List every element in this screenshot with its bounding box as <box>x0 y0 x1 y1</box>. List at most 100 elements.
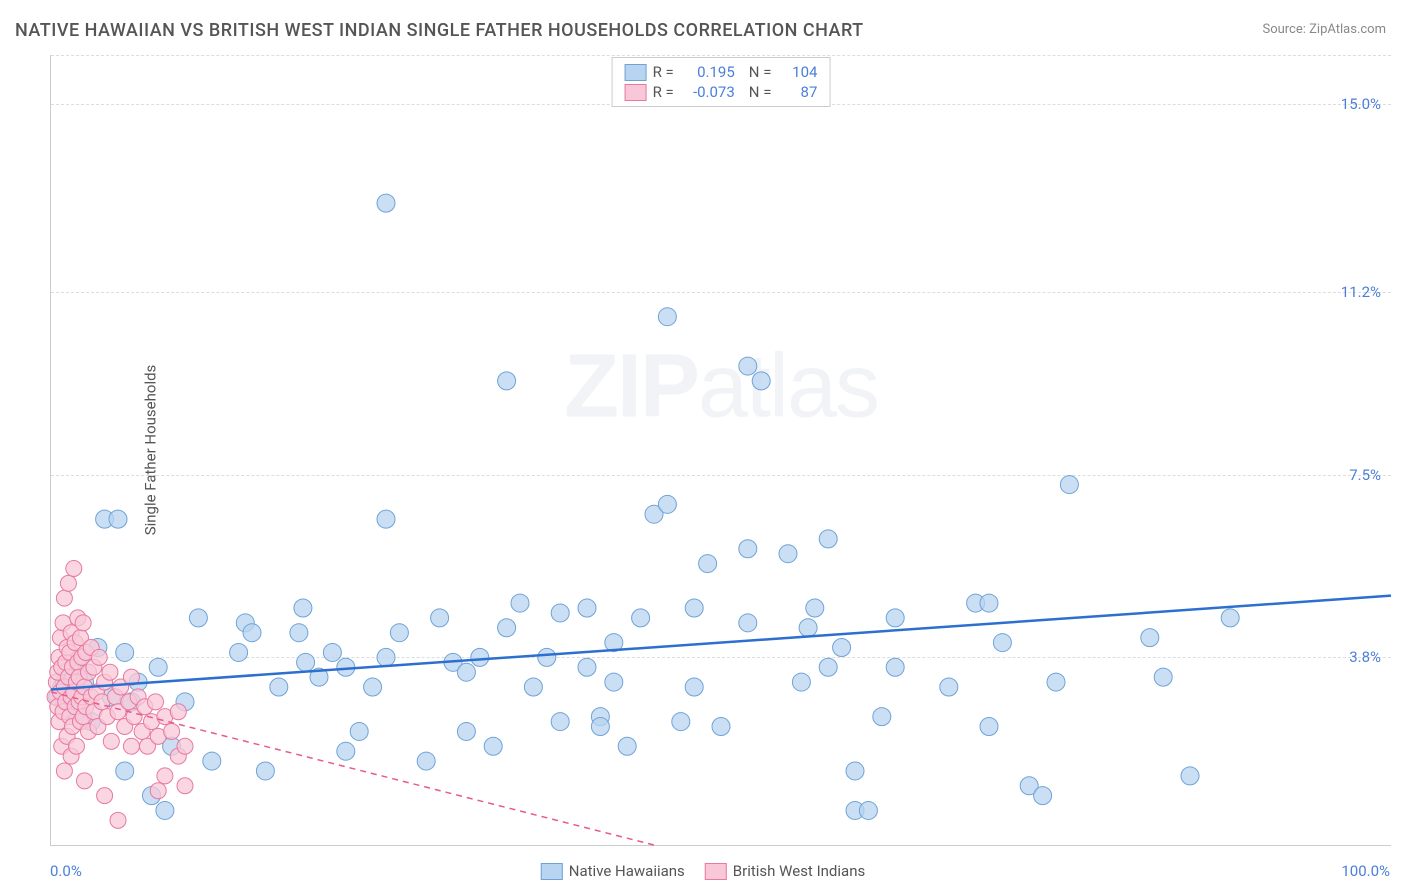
data-point <box>471 648 489 666</box>
stats-r-value: -0.073 <box>680 83 735 101</box>
stats-legend-row: R = -0.073 N = 87 <box>625 82 818 102</box>
data-point <box>739 614 757 632</box>
data-point <box>417 752 435 770</box>
legend-swatch <box>625 84 647 101</box>
data-point <box>164 723 180 739</box>
chart-title: NATIVE HAWAIIAN VS BRITISH WEST INDIAN S… <box>15 20 864 41</box>
data-point <box>102 664 118 680</box>
data-point <box>1221 609 1239 627</box>
data-point <box>672 713 690 731</box>
data-point <box>591 718 609 736</box>
data-point <box>109 510 127 528</box>
data-point <box>940 678 958 696</box>
stats-r-label: R = <box>653 83 674 101</box>
stats-n-value: 104 <box>777 63 817 81</box>
data-point <box>189 609 207 627</box>
data-point <box>377 648 395 666</box>
data-point <box>97 788 113 804</box>
data-point <box>605 673 623 691</box>
data-point <box>91 649 107 665</box>
data-point <box>873 708 891 726</box>
legend-swatch <box>625 64 647 81</box>
data-point <box>110 812 126 828</box>
data-point <box>170 704 186 720</box>
data-point <box>294 599 312 617</box>
data-point <box>712 718 730 736</box>
data-point <box>457 663 475 681</box>
data-point <box>68 738 84 754</box>
data-point <box>551 713 569 731</box>
data-point <box>578 658 596 676</box>
data-point <box>377 510 395 528</box>
data-point <box>457 722 475 740</box>
legend-label: British West Indians <box>733 862 865 880</box>
legend-item: Native Hawaiians <box>541 862 685 880</box>
data-point <box>685 678 703 696</box>
data-point <box>364 678 382 696</box>
data-point <box>157 768 173 784</box>
data-point <box>290 624 308 642</box>
data-point <box>799 619 817 637</box>
data-point <box>498 619 516 637</box>
data-point <box>256 762 274 780</box>
legend-swatch <box>541 863 563 880</box>
data-point <box>806 599 824 617</box>
data-point <box>350 722 368 740</box>
data-point <box>75 615 91 631</box>
data-point <box>270 678 288 696</box>
data-point <box>846 762 864 780</box>
stats-legend: R = 0.195 N = 104 R = -0.073 N = 87 <box>612 57 831 107</box>
bottom-legend: Native Hawaiians British West Indians <box>541 862 865 880</box>
data-point <box>498 372 516 390</box>
stats-legend-row: R = 0.195 N = 104 <box>625 62 818 82</box>
data-point <box>116 643 134 661</box>
data-point <box>618 737 636 755</box>
source-attribution: Source: ZipAtlas.com <box>1262 22 1386 37</box>
legend-label: Native Hawaiians <box>569 862 685 880</box>
data-point <box>150 783 166 799</box>
data-point <box>538 648 556 666</box>
data-point <box>60 575 76 591</box>
data-point <box>116 762 134 780</box>
x-tick-label: 0.0% <box>50 862 82 880</box>
data-point <box>779 545 797 563</box>
data-point <box>524 678 542 696</box>
data-point <box>859 801 877 819</box>
legend-swatch <box>705 863 727 880</box>
data-point <box>377 194 395 212</box>
data-point <box>632 609 650 627</box>
chart-container: NATIVE HAWAIIAN VS BRITISH WEST INDIAN S… <box>0 0 1406 892</box>
data-point <box>1060 476 1078 494</box>
data-point <box>685 599 703 617</box>
data-point <box>819 530 837 548</box>
data-point <box>886 609 904 627</box>
data-point <box>337 742 355 760</box>
data-point <box>551 604 569 622</box>
data-point <box>148 694 164 710</box>
data-point <box>203 752 221 770</box>
data-point <box>177 738 193 754</box>
data-point <box>123 738 139 754</box>
stats-n-label: N = <box>749 63 772 81</box>
data-point <box>77 773 93 789</box>
trend-line <box>51 596 1391 690</box>
data-point <box>56 763 72 779</box>
data-point <box>833 639 851 657</box>
data-point <box>980 718 998 736</box>
data-point <box>390 624 408 642</box>
stats-r-value: 0.195 <box>680 63 735 81</box>
data-point <box>103 733 119 749</box>
data-point <box>297 653 315 671</box>
data-point <box>484 737 502 755</box>
scatter-svg <box>51 55 1391 845</box>
data-point <box>156 801 174 819</box>
data-point <box>511 594 529 612</box>
legend-item: British West Indians <box>705 862 865 880</box>
data-point <box>323 643 341 661</box>
data-point <box>792 673 810 691</box>
plot-area: Single Father Households 3.8%7.5%11.2%15… <box>50 55 1391 846</box>
data-point <box>66 561 82 577</box>
data-point <box>431 609 449 627</box>
stats-n-label: N = <box>749 83 772 101</box>
data-point <box>739 357 757 375</box>
